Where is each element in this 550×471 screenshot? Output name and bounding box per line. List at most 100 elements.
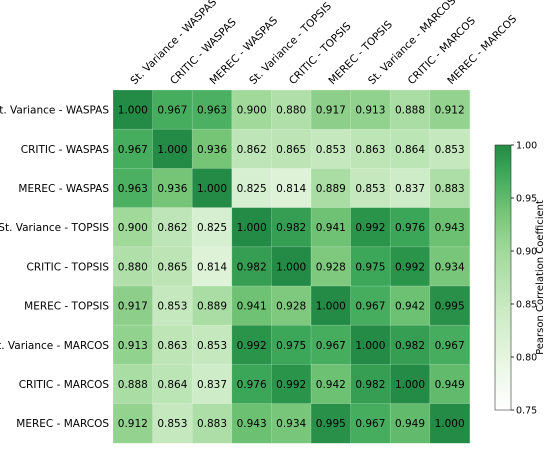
heatmap-cell [112, 324, 154, 366]
heatmap-cell [231, 168, 273, 209]
heatmap-cell [429, 246, 471, 287]
heatmap-cell [389, 285, 431, 327]
cell-value-label: 0.889 [316, 183, 346, 195]
cell-value-label: 0.936 [157, 183, 187, 195]
cell-value-label: 0.967 [316, 340, 346, 352]
cell-value-label: 0.943 [237, 418, 267, 430]
cell-value-label: 0.912 [435, 105, 465, 117]
heatmap-cell [429, 207, 471, 248]
heatmap-cell [112, 285, 154, 327]
heatmap-cell [152, 285, 194, 327]
colorbar: 0.75 0.80 0.85 0.90 0.95 1.00 Pearson Correla… [494, 141, 546, 417]
colorbar-tick-label: 1.00 [516, 141, 537, 152]
cell-value-label: 0.865 [157, 261, 187, 273]
cell-value-label: 1.000 [157, 144, 187, 156]
heatmap-cell [310, 364, 352, 405]
cell-value-label: 1.000 [395, 379, 425, 391]
row-label: MEREC - TOPSIS [24, 301, 109, 313]
cell-value-label: 0.825 [237, 183, 267, 195]
cell-value-label: 1.000 [355, 340, 385, 352]
heatmap-cell [231, 89, 273, 131]
cell-value-label: 0.942 [316, 379, 346, 391]
cell-value-label: 0.864 [395, 144, 425, 156]
cell-value-label: 0.853 [435, 144, 465, 156]
cell-value-label: 0.853 [316, 144, 346, 156]
heatmap-cell [112, 207, 154, 248]
heatmap-cell [429, 285, 471, 327]
row-label: MEREC - WASPAS [18, 183, 109, 195]
heatmap-cell [429, 364, 471, 405]
cell-value-label: 0.888 [395, 105, 425, 117]
cell-value-label: 0.976 [395, 222, 425, 234]
cell-value-label: 0.880 [276, 105, 306, 117]
heatmap-cell [231, 207, 273, 248]
heatmap-cell [152, 324, 194, 366]
cell-value-label: 0.995 [316, 418, 346, 430]
heatmap-cell [429, 403, 471, 444]
row-label: CRITIC - TOPSIS [27, 261, 110, 273]
cell-value-label: 0.992 [395, 261, 425, 273]
column-label: MEREC - MARCOS [445, 13, 519, 87]
cell-value-label: 0.982 [276, 222, 306, 234]
cell-value-label: 0.863 [157, 340, 187, 352]
cell-value-label: 0.853 [157, 301, 187, 313]
row-label: St. Variance - TOPSIS [0, 222, 109, 234]
cell-value-label: 0.814 [197, 261, 227, 273]
cell-value-label: 0.913 [118, 340, 148, 352]
heatmap-cell [310, 89, 352, 131]
heatmap-cell [112, 364, 154, 405]
cell-value-label: 0.862 [157, 222, 187, 234]
heatmap-cell [429, 168, 471, 209]
cell-value-label: 0.837 [395, 183, 425, 195]
cell-value-label: 0.917 [118, 301, 148, 313]
cell-value-label: 0.942 [395, 301, 425, 313]
heatmap-cell [310, 403, 352, 444]
heatmap-cell [389, 89, 431, 131]
cell-value-label: 0.912 [118, 418, 148, 430]
cell-value-label: 0.883 [435, 183, 465, 195]
cell-value-label: 0.934 [435, 261, 465, 273]
heatmap-cell [231, 285, 273, 327]
cell-value-label: 0.883 [197, 418, 227, 430]
heatmap-cell [350, 364, 392, 405]
row-labels: St. Variance - WASPAS CRITIC - WASPAS MERE… [0, 105, 109, 431]
cell-value-label: 0.863 [355, 144, 385, 156]
cell-value-label: 0.862 [237, 144, 267, 156]
heatmap-cell [271, 168, 312, 209]
heatmap-cell [191, 403, 233, 444]
colorbar-ticks: 0.75 0.80 0.85 0.90 0.95 1.00 [511, 141, 537, 417]
cell-value-label: 0.949 [435, 379, 465, 391]
cell-value-label: 0.967 [355, 301, 385, 313]
heatmap-cell [112, 168, 154, 209]
cell-value-label: 0.853 [355, 183, 385, 195]
heatmap-cell [191, 128, 233, 170]
cell-value-label: 0.853 [157, 418, 187, 430]
cell-value-label: 0.936 [197, 144, 227, 156]
cell-value-label: 0.853 [197, 340, 227, 352]
row-label: St. Variance - WASPAS [0, 105, 109, 117]
heatmap-cell [310, 246, 352, 287]
heatmap-cell [271, 364, 312, 405]
cell-value-label: 0.864 [157, 379, 187, 391]
cell-value-label: 0.943 [435, 222, 465, 234]
row-label: CRITIC - WASPAS [21, 144, 110, 156]
cell-value-label: 0.928 [276, 301, 306, 313]
cell-value-label: 1.000 [197, 183, 227, 195]
heatmap-cell [231, 246, 273, 287]
cell-value-label: 1.000 [276, 261, 306, 273]
cell-value-label: 0.975 [355, 261, 385, 273]
colorbar-tick-label: 0.85 [516, 300, 537, 311]
heatmap-cell [271, 324, 312, 366]
heatmap-cell [152, 89, 194, 131]
cell-value-label: 0.888 [118, 379, 148, 391]
cell-value-label: 0.865 [276, 144, 306, 156]
cell-value-label: 0.982 [355, 379, 385, 391]
cell-value-label: 0.913 [355, 105, 385, 117]
heatmap-cell [310, 285, 352, 327]
row-label: St. Variance - MARCOS [0, 340, 109, 352]
cell-value-label: 0.900 [237, 105, 267, 117]
cell-value-label: 0.976 [237, 379, 267, 391]
cell-value-label: 0.967 [157, 105, 187, 117]
cell-value-label: 0.928 [316, 261, 346, 273]
